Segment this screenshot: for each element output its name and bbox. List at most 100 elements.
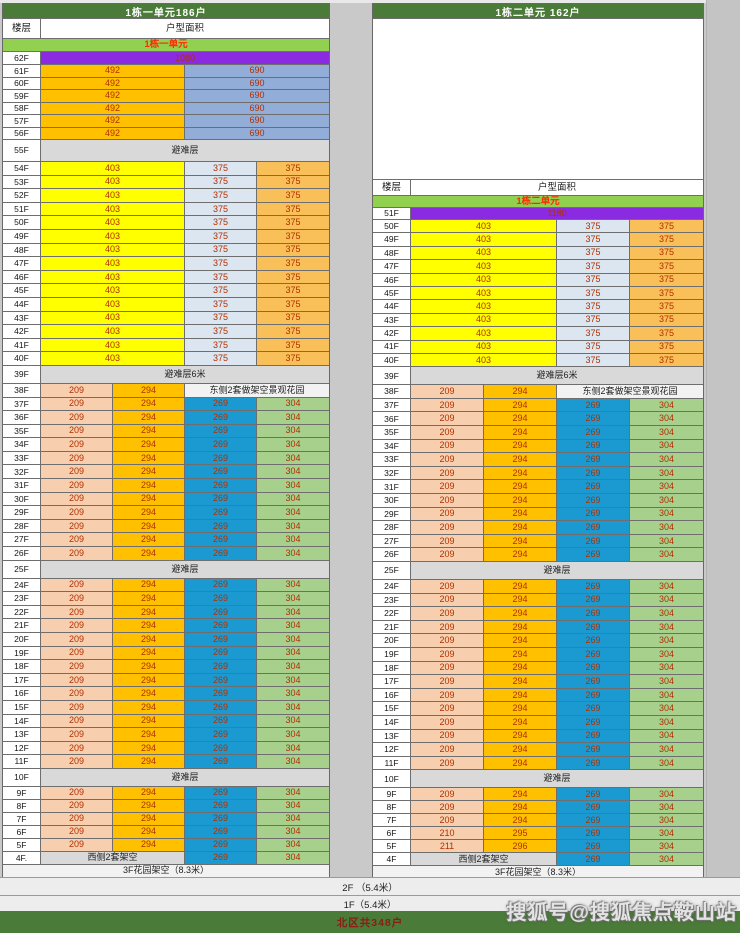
row-46F: 46F 403 375 375: [3, 269, 329, 284]
area-cell: 294: [113, 659, 185, 673]
area-cell: 209: [411, 547, 484, 562]
area-cell: 375: [185, 269, 257, 284]
area-cell: 211: [411, 839, 484, 853]
row-21F: 21F 209 294 269 304: [373, 619, 703, 634]
area-cell: 375: [557, 245, 630, 260]
area-cell: 294: [484, 813, 557, 827]
floor-label: 24F: [373, 579, 411, 593]
area-cell: 304: [630, 674, 703, 688]
area-cell: 304: [630, 839, 703, 853]
floor-label: 42F: [373, 326, 411, 340]
row-5F: 5F 211 296 269 304: [373, 839, 703, 853]
area-cell: 403: [41, 215, 185, 229]
area-cell: 375: [630, 232, 703, 246]
area-cell: 269: [185, 824, 257, 838]
floor-label: 34F: [3, 437, 41, 451]
area-cell: 375: [257, 269, 329, 284]
row-5F: 5F 209 294 269 304: [3, 837, 329, 851]
area-cell: 294: [113, 699, 185, 714]
floor-label: 11F: [373, 755, 411, 770]
row-50F: 50F 403 375 375: [3, 215, 329, 229]
row-32F: 32F 209 294 269 304: [373, 465, 703, 480]
area-cell: 西侧2套架空: [41, 850, 185, 864]
area-cell: 375: [630, 299, 703, 313]
row-51F: 51F 1180: [373, 207, 703, 219]
area-cell: 304: [257, 396, 329, 411]
area-cell: 375: [257, 310, 329, 325]
row-35F: 35F 209 294 269 304: [373, 425, 703, 439]
row-12F: 12F 209 294 269 304: [373, 742, 703, 756]
area-cell: 209: [41, 505, 113, 519]
area-cell: 209: [41, 546, 113, 560]
area-cell: 375: [557, 312, 630, 327]
area-cell: 304: [630, 687, 703, 702]
area-cell: 209: [411, 619, 484, 634]
floor-label: 20F: [373, 633, 411, 647]
floor-label: 4F.: [3, 850, 41, 864]
row-62F: 62F 1080: [3, 51, 329, 64]
floor-label: 18F: [373, 660, 411, 675]
area-cell: 304: [630, 397, 703, 412]
area-cell: 304: [630, 425, 703, 439]
floor-label: 26F: [3, 546, 41, 560]
unit2-title: 1栋二单元 162户: [373, 4, 703, 19]
floor-label: 41F: [373, 339, 411, 353]
area-cell: 294: [113, 713, 185, 728]
area-cell: 304: [630, 633, 703, 647]
area-cell: 209: [411, 397, 484, 412]
floor-label: 38F: [3, 382, 41, 397]
area-cell: 375: [185, 201, 257, 216]
floor-label: 23F: [373, 592, 411, 607]
floor-label: 48F: [3, 242, 41, 257]
row-49F: 49F 403 375 375: [3, 228, 329, 243]
area-cell: 375: [630, 245, 703, 260]
area-cell: 209: [411, 787, 484, 801]
area-cell: 403: [41, 256, 185, 270]
row-9F: 9F 209 294 269 304: [3, 785, 329, 799]
row-9F: 9F 209 294 269 304: [373, 787, 703, 801]
area-cell: 492: [41, 126, 185, 139]
floor-label: 46F: [373, 272, 411, 286]
row-26F: 26F 209 294 269 304: [3, 546, 329, 560]
area-cell: 375: [185, 283, 257, 297]
area-cell: 375: [185, 324, 257, 338]
row-48F: 48F 403 375 375: [3, 242, 329, 257]
area-cell: 304: [257, 672, 329, 687]
area-cell: 294: [484, 411, 557, 426]
area-cell: 294: [484, 438, 557, 453]
floor-label: 39F: [3, 364, 41, 383]
area-cell: 269: [557, 592, 630, 607]
row-18F: 18F 209 294 269 304: [373, 660, 703, 675]
row-39F: 39F 避难层6米: [3, 364, 329, 383]
area-cell: 294: [484, 397, 557, 412]
row-57F: 57F 492 690: [3, 114, 329, 127]
row-45F: 45F 403 375 375: [373, 285, 703, 300]
area-cell: 294: [113, 591, 185, 605]
floor-label: 37F: [373, 397, 411, 412]
area-cell: 294: [484, 633, 557, 647]
area-cell: 269: [185, 659, 257, 673]
area-cell: 避难层6米: [41, 364, 329, 383]
area-cell: 户型面积: [41, 18, 329, 38]
area-cell: 294: [484, 728, 557, 743]
row-7F: 7F 209 294 269 304: [373, 813, 703, 827]
row-46F: 46F 403 375 375: [373, 272, 703, 286]
floor-label: 14F: [373, 714, 411, 729]
floor-label: 47F: [373, 259, 411, 273]
area-cell: 403: [41, 351, 185, 365]
floor-label: 43F: [373, 312, 411, 327]
row-36F: 36F 209 294 269 304: [3, 410, 329, 424]
floor-label: 10F: [3, 767, 41, 786]
area-cell: 209: [411, 384, 484, 398]
area-cell: 209: [41, 423, 113, 438]
area-cell: 304: [630, 714, 703, 729]
area-cell: 209: [41, 396, 113, 411]
row-18F: 18F 209 294 269 304: [3, 659, 329, 673]
area-cell: 304: [257, 604, 329, 619]
area-cell: 209: [411, 674, 484, 688]
area-cell: 294: [113, 505, 185, 519]
floor-label: 45F: [3, 283, 41, 297]
floor-label: 19F: [373, 646, 411, 661]
area-cell: 209: [41, 464, 113, 479]
